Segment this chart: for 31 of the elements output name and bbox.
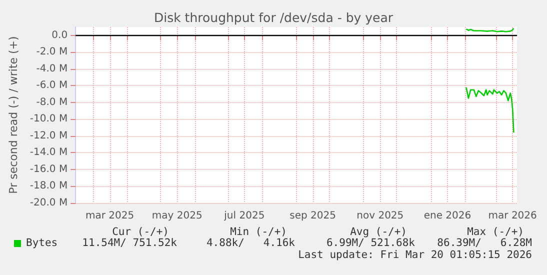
text: Max (-/+) bbox=[467, 226, 524, 238]
y-tick-label: -16.0 M bbox=[30, 164, 68, 175]
x-tick-label: mar 2026 bbox=[488, 210, 537, 222]
y-axis-title: Pr second read (-) / write (+) bbox=[7, 36, 20, 194]
text: 4.88k/ 4.16k bbox=[206, 237, 295, 249]
text: 6.99M/ 521.68k bbox=[326, 237, 415, 249]
y-tick-label: -20.0 M bbox=[30, 198, 68, 208]
y-tick-label: -12.0 M bbox=[30, 130, 68, 142]
text: Last update: Fri Mar 20 01:05:15 2026 bbox=[298, 249, 532, 261]
text: 11.54M/ 751.52k bbox=[82, 237, 177, 249]
legend-label: Bytes bbox=[26, 237, 58, 249]
chart-title: Disk throughput for /dev/sda - by year bbox=[154, 10, 394, 25]
x-tick-label: sep 2025 bbox=[290, 210, 336, 222]
y-tick-label: -14.0 M bbox=[30, 147, 68, 158]
x-tick-label: may 2025 bbox=[152, 210, 202, 222]
x-tick-label: nov 2025 bbox=[356, 210, 404, 222]
y-tick-label: -2.0 M bbox=[36, 46, 68, 58]
text: Min (-/+) bbox=[230, 226, 287, 238]
y-tick-label: 0.0 bbox=[52, 30, 68, 41]
x-tick-label: ene 2026 bbox=[424, 210, 472, 222]
y-tick-label: -8.0 M bbox=[36, 96, 68, 108]
y-tick-label: -6.0 M bbox=[36, 80, 68, 92]
x-tick-label: jul 2025 bbox=[223, 210, 265, 222]
text: Cur (-/+) bbox=[112, 226, 169, 238]
y-tick-label: -18.0 M bbox=[30, 180, 68, 192]
text: 86.39M/ 6.28M bbox=[437, 237, 532, 249]
x-tick-label: mar 2025 bbox=[85, 210, 134, 222]
text: Avg (-/+) bbox=[350, 226, 407, 238]
y-tick-label: -10.0 M bbox=[30, 114, 68, 125]
line-series bbox=[466, 86, 514, 134]
y-tick-label: -4.0 M bbox=[36, 63, 68, 74]
